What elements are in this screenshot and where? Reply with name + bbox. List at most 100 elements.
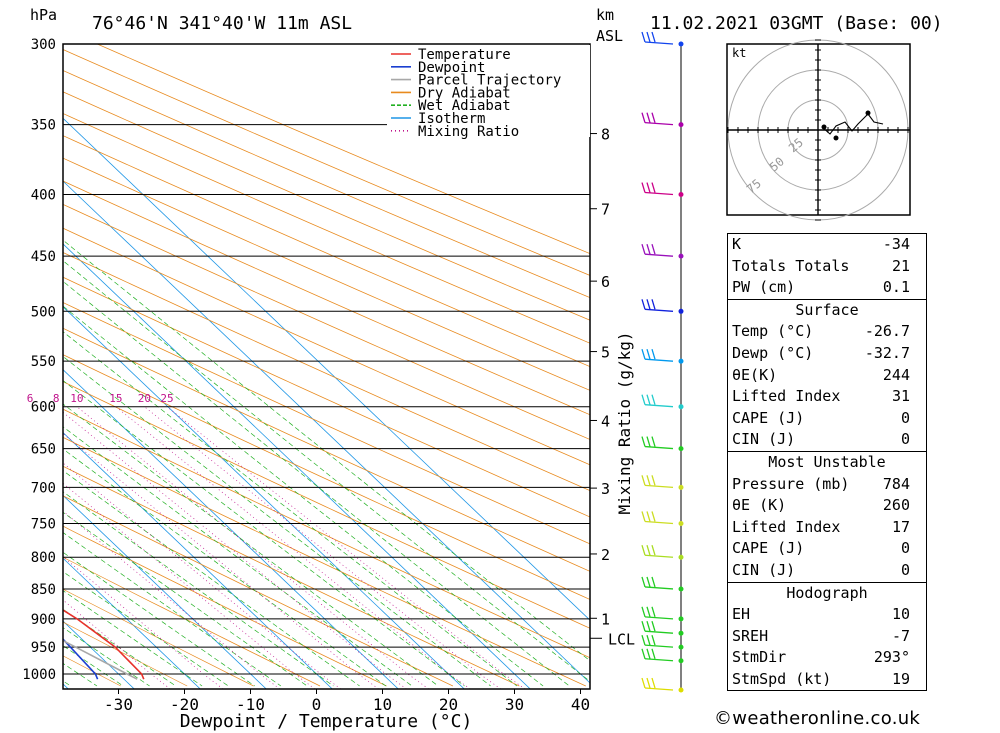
section-title: Most Unstable <box>768 452 886 471</box>
wind-barb <box>641 112 674 126</box>
wind-barb <box>641 648 674 662</box>
wet-adiabat-line <box>63 448 387 687</box>
wet-adiabat-line <box>63 571 229 687</box>
mixing-ratio-line <box>63 510 281 689</box>
indices-row: Totals Totals 21 <box>728 256 926 278</box>
index-value: 244 <box>882 365 910 384</box>
indices-row: CIN (J) 0 <box>728 429 926 451</box>
legend-label: Dewpoint <box>418 60 485 76</box>
wet-adiabat-line <box>63 608 176 687</box>
km-tick-label: 5 <box>601 344 610 362</box>
wet-adiabat-line <box>63 239 590 662</box>
indices-row: CIN (J) 0 <box>728 560 926 582</box>
mixing-ratio-axis-title: Mixing Ratio (g/kg) <box>615 331 634 514</box>
wind-barb-flag <box>641 348 646 360</box>
wet-adiabat-line <box>63 403 439 687</box>
wind-level-dot <box>678 484 684 490</box>
isotherm-line <box>63 494 267 689</box>
wind-barb-flag <box>651 621 656 632</box>
wind-barb-flag <box>651 299 656 310</box>
wind-barb-flag <box>646 606 651 618</box>
index-value: 260 <box>882 496 910 515</box>
wind-barb <box>641 475 674 489</box>
wind-barb-flag <box>651 182 656 193</box>
x-tick-label: -10 <box>236 695 265 714</box>
isotherm-line <box>63 117 590 621</box>
wind-barb-shaft <box>644 484 674 489</box>
wet-adiabat-line <box>63 356 491 687</box>
wind-barb-shaft <box>644 554 674 558</box>
indices-row: Lifted Index 17 <box>728 517 926 539</box>
wind-barb-flag <box>651 436 656 447</box>
wind-barb <box>641 299 674 312</box>
dry-adiabat-line <box>63 327 590 572</box>
dry-adiabat-line <box>63 252 590 492</box>
wind-barb-flag <box>646 648 651 659</box>
wind-barb-flag <box>641 243 646 255</box>
wind-barb-flag <box>646 299 651 310</box>
sounding-datetime: 11.02.2021 03GMT (Base: 00) <box>650 13 943 34</box>
index-value: 17 <box>891 517 910 536</box>
mixing-ratio-line <box>63 482 316 689</box>
wind-barb-shaft <box>644 630 674 634</box>
wind-barb <box>641 182 674 196</box>
wind-barb <box>641 677 674 691</box>
index-label: StmDir <box>732 648 787 667</box>
x-tick-label: 10 <box>373 695 392 714</box>
index-label: Lifted Index <box>732 517 841 536</box>
wind-barb-flag <box>651 511 656 522</box>
pressure-tick-label: 1000 <box>22 667 56 683</box>
mixing-ratio-value-label: 10 <box>70 392 83 405</box>
wind-level-dot <box>678 253 684 259</box>
index-label: CAPE (J) <box>732 408 805 427</box>
mixing-ratio-line <box>63 462 342 689</box>
wind-barb-flag <box>641 606 646 618</box>
index-label: PW (cm) <box>732 278 796 297</box>
indices-section: Most Unstable Pressure (mb) 784 θE (K) 260 Li… <box>727 450 927 582</box>
index-label: Lifted Index <box>732 387 841 406</box>
wind-barb-flag <box>646 31 651 43</box>
index-value: 784 <box>882 474 910 493</box>
wind-barb <box>641 348 674 362</box>
km-tick-label: 4 <box>601 412 610 430</box>
isotherm-line <box>63 306 465 689</box>
legend-label: Mixing Ratio <box>418 124 519 140</box>
dry-adiabat-line <box>63 381 590 629</box>
pressure-tick-label: 400 <box>31 188 56 204</box>
indices-section: Surface Temp (°C) -26.7 Dewp (°C) -32.7 θE(K)… <box>727 298 927 451</box>
wind-barb <box>641 436 674 450</box>
x-tick-label: 40 <box>571 695 590 714</box>
indices-row: EH 10 <box>728 604 926 626</box>
isotherm-line <box>63 431 333 689</box>
wet-adiabat-line <box>63 280 570 687</box>
wind-level-dot <box>678 308 684 314</box>
index-label: Dewp (°C) <box>732 343 814 362</box>
wind-barb-flag <box>641 299 646 310</box>
wind-barb-flag <box>641 677 646 689</box>
wind-barb-flag <box>651 348 656 360</box>
wind-barb-flag <box>646 475 651 486</box>
isotherm-line <box>0 44 2 689</box>
pressure-tick-label: 500 <box>31 304 56 320</box>
hodograph-marker <box>865 110 871 116</box>
indices-row: K -34 <box>728 234 926 256</box>
wind-barb <box>641 511 674 525</box>
pressure-tick-label: 700 <box>31 480 56 496</box>
pressure-tick-label: 550 <box>31 354 56 370</box>
wind-level-dot <box>678 658 684 664</box>
index-label: StmSpd (kt) <box>732 669 832 688</box>
km-tick-label: 1 <box>601 610 610 628</box>
isotherm-line <box>63 180 590 684</box>
wind-barb-shaft <box>644 358 674 362</box>
wind-barb <box>641 606 674 620</box>
wind-barb-flag <box>646 545 651 556</box>
wind-barb-flag <box>646 511 651 522</box>
dry-adiabat-line <box>63 227 590 466</box>
pressure-tick-label: 800 <box>31 550 56 566</box>
dry-adiabat-line <box>63 180 590 416</box>
dry-adiabat-line <box>63 276 590 518</box>
indices-section: Hodograph EH 10 SREH -7 StmDir 293° StmSpd (kt)… <box>727 581 927 692</box>
wind-barb <box>641 576 674 590</box>
wind-barb-flag <box>651 112 656 123</box>
km-tick-label: 3 <box>601 480 610 498</box>
